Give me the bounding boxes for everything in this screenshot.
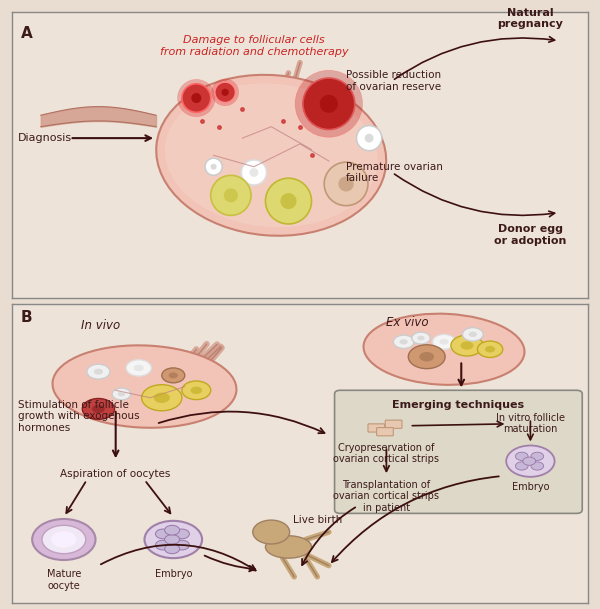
- Circle shape: [134, 365, 144, 371]
- Circle shape: [162, 368, 185, 383]
- Circle shape: [356, 125, 382, 150]
- Circle shape: [145, 521, 202, 558]
- Circle shape: [461, 342, 473, 350]
- Circle shape: [215, 82, 235, 103]
- Circle shape: [338, 176, 354, 192]
- Ellipse shape: [156, 75, 386, 236]
- Circle shape: [265, 178, 311, 224]
- Circle shape: [87, 364, 110, 379]
- Text: Emerging techniques: Emerging techniques: [392, 400, 524, 410]
- Circle shape: [82, 398, 115, 420]
- Circle shape: [154, 393, 170, 403]
- Circle shape: [463, 328, 483, 341]
- FancyBboxPatch shape: [377, 428, 394, 436]
- Ellipse shape: [165, 83, 377, 227]
- Text: Embryo: Embryo: [155, 569, 192, 579]
- Text: Mature
oocyte: Mature oocyte: [47, 569, 81, 591]
- Circle shape: [365, 134, 374, 143]
- Text: Live birth: Live birth: [293, 515, 342, 524]
- Circle shape: [51, 531, 77, 547]
- Circle shape: [211, 175, 251, 216]
- Circle shape: [155, 540, 170, 550]
- Circle shape: [515, 452, 528, 460]
- Ellipse shape: [364, 314, 524, 385]
- Circle shape: [419, 352, 434, 362]
- Circle shape: [478, 341, 503, 357]
- Text: Possible reduction
of ovarian reserve: Possible reduction of ovarian reserve: [346, 70, 441, 92]
- FancyBboxPatch shape: [368, 424, 385, 432]
- Circle shape: [155, 529, 170, 539]
- Circle shape: [485, 346, 495, 353]
- Text: Diagnosis: Diagnosis: [18, 133, 72, 143]
- Text: Natural
pregnancy: Natural pregnancy: [497, 8, 563, 29]
- Circle shape: [506, 446, 554, 477]
- Text: Stimulation of follicle
growth with exogenous
hormones: Stimulation of follicle growth with exog…: [18, 400, 139, 433]
- Circle shape: [221, 89, 229, 96]
- Circle shape: [250, 168, 259, 177]
- Text: Ex vivo: Ex vivo: [386, 315, 429, 329]
- Circle shape: [515, 462, 528, 470]
- Circle shape: [164, 535, 179, 544]
- Circle shape: [295, 70, 362, 137]
- Text: A: A: [20, 27, 32, 41]
- Circle shape: [205, 158, 222, 175]
- Ellipse shape: [53, 345, 236, 428]
- Circle shape: [112, 388, 131, 400]
- FancyBboxPatch shape: [385, 420, 402, 428]
- Circle shape: [394, 335, 414, 348]
- Circle shape: [212, 79, 239, 106]
- Circle shape: [224, 188, 238, 202]
- Circle shape: [451, 335, 483, 356]
- Circle shape: [400, 339, 408, 345]
- Circle shape: [433, 334, 455, 349]
- Circle shape: [191, 93, 202, 103]
- Circle shape: [169, 372, 178, 378]
- Circle shape: [42, 526, 86, 554]
- Circle shape: [280, 193, 296, 209]
- Text: Cryopreservation of
ovarian cortical strips: Cryopreservation of ovarian cortical str…: [334, 443, 439, 464]
- Circle shape: [178, 79, 215, 117]
- Circle shape: [126, 360, 151, 376]
- Circle shape: [241, 160, 266, 185]
- Circle shape: [32, 519, 95, 560]
- Text: Transplantation of
ovarian cortical strips
in patient: Transplantation of ovarian cortical stri…: [334, 480, 439, 513]
- Circle shape: [92, 405, 105, 413]
- Circle shape: [118, 392, 125, 396]
- Text: In vivo: In vivo: [81, 319, 121, 333]
- Circle shape: [164, 526, 179, 535]
- Circle shape: [182, 84, 211, 112]
- Text: Premature ovarian
failure: Premature ovarian failure: [346, 161, 443, 183]
- Circle shape: [182, 381, 211, 400]
- Circle shape: [412, 332, 430, 344]
- Circle shape: [408, 345, 445, 368]
- Text: Damage to follicular cells
from radiation and chemotherapy: Damage to follicular cells from radiatio…: [160, 35, 348, 57]
- Text: B: B: [20, 310, 32, 325]
- Circle shape: [211, 164, 217, 170]
- Circle shape: [253, 520, 290, 544]
- Circle shape: [531, 452, 544, 460]
- Circle shape: [320, 95, 338, 113]
- Text: Donor egg
or adoption: Donor egg or adoption: [494, 224, 566, 245]
- Circle shape: [469, 332, 477, 337]
- Circle shape: [191, 387, 202, 394]
- Circle shape: [417, 336, 425, 340]
- Circle shape: [324, 162, 368, 206]
- Circle shape: [142, 385, 182, 411]
- Text: Aspiration of oocytes: Aspiration of oocytes: [61, 469, 171, 479]
- Circle shape: [523, 457, 536, 465]
- Text: In vitro follicle
maturation: In vitro follicle maturation: [496, 413, 565, 434]
- FancyBboxPatch shape: [335, 390, 582, 513]
- Ellipse shape: [265, 536, 311, 558]
- Text: Embryo: Embryo: [512, 482, 549, 491]
- Circle shape: [303, 78, 355, 130]
- Circle shape: [175, 529, 190, 539]
- Circle shape: [439, 339, 449, 345]
- Circle shape: [94, 368, 103, 375]
- Circle shape: [531, 462, 544, 470]
- Circle shape: [175, 540, 190, 550]
- Circle shape: [164, 544, 179, 554]
